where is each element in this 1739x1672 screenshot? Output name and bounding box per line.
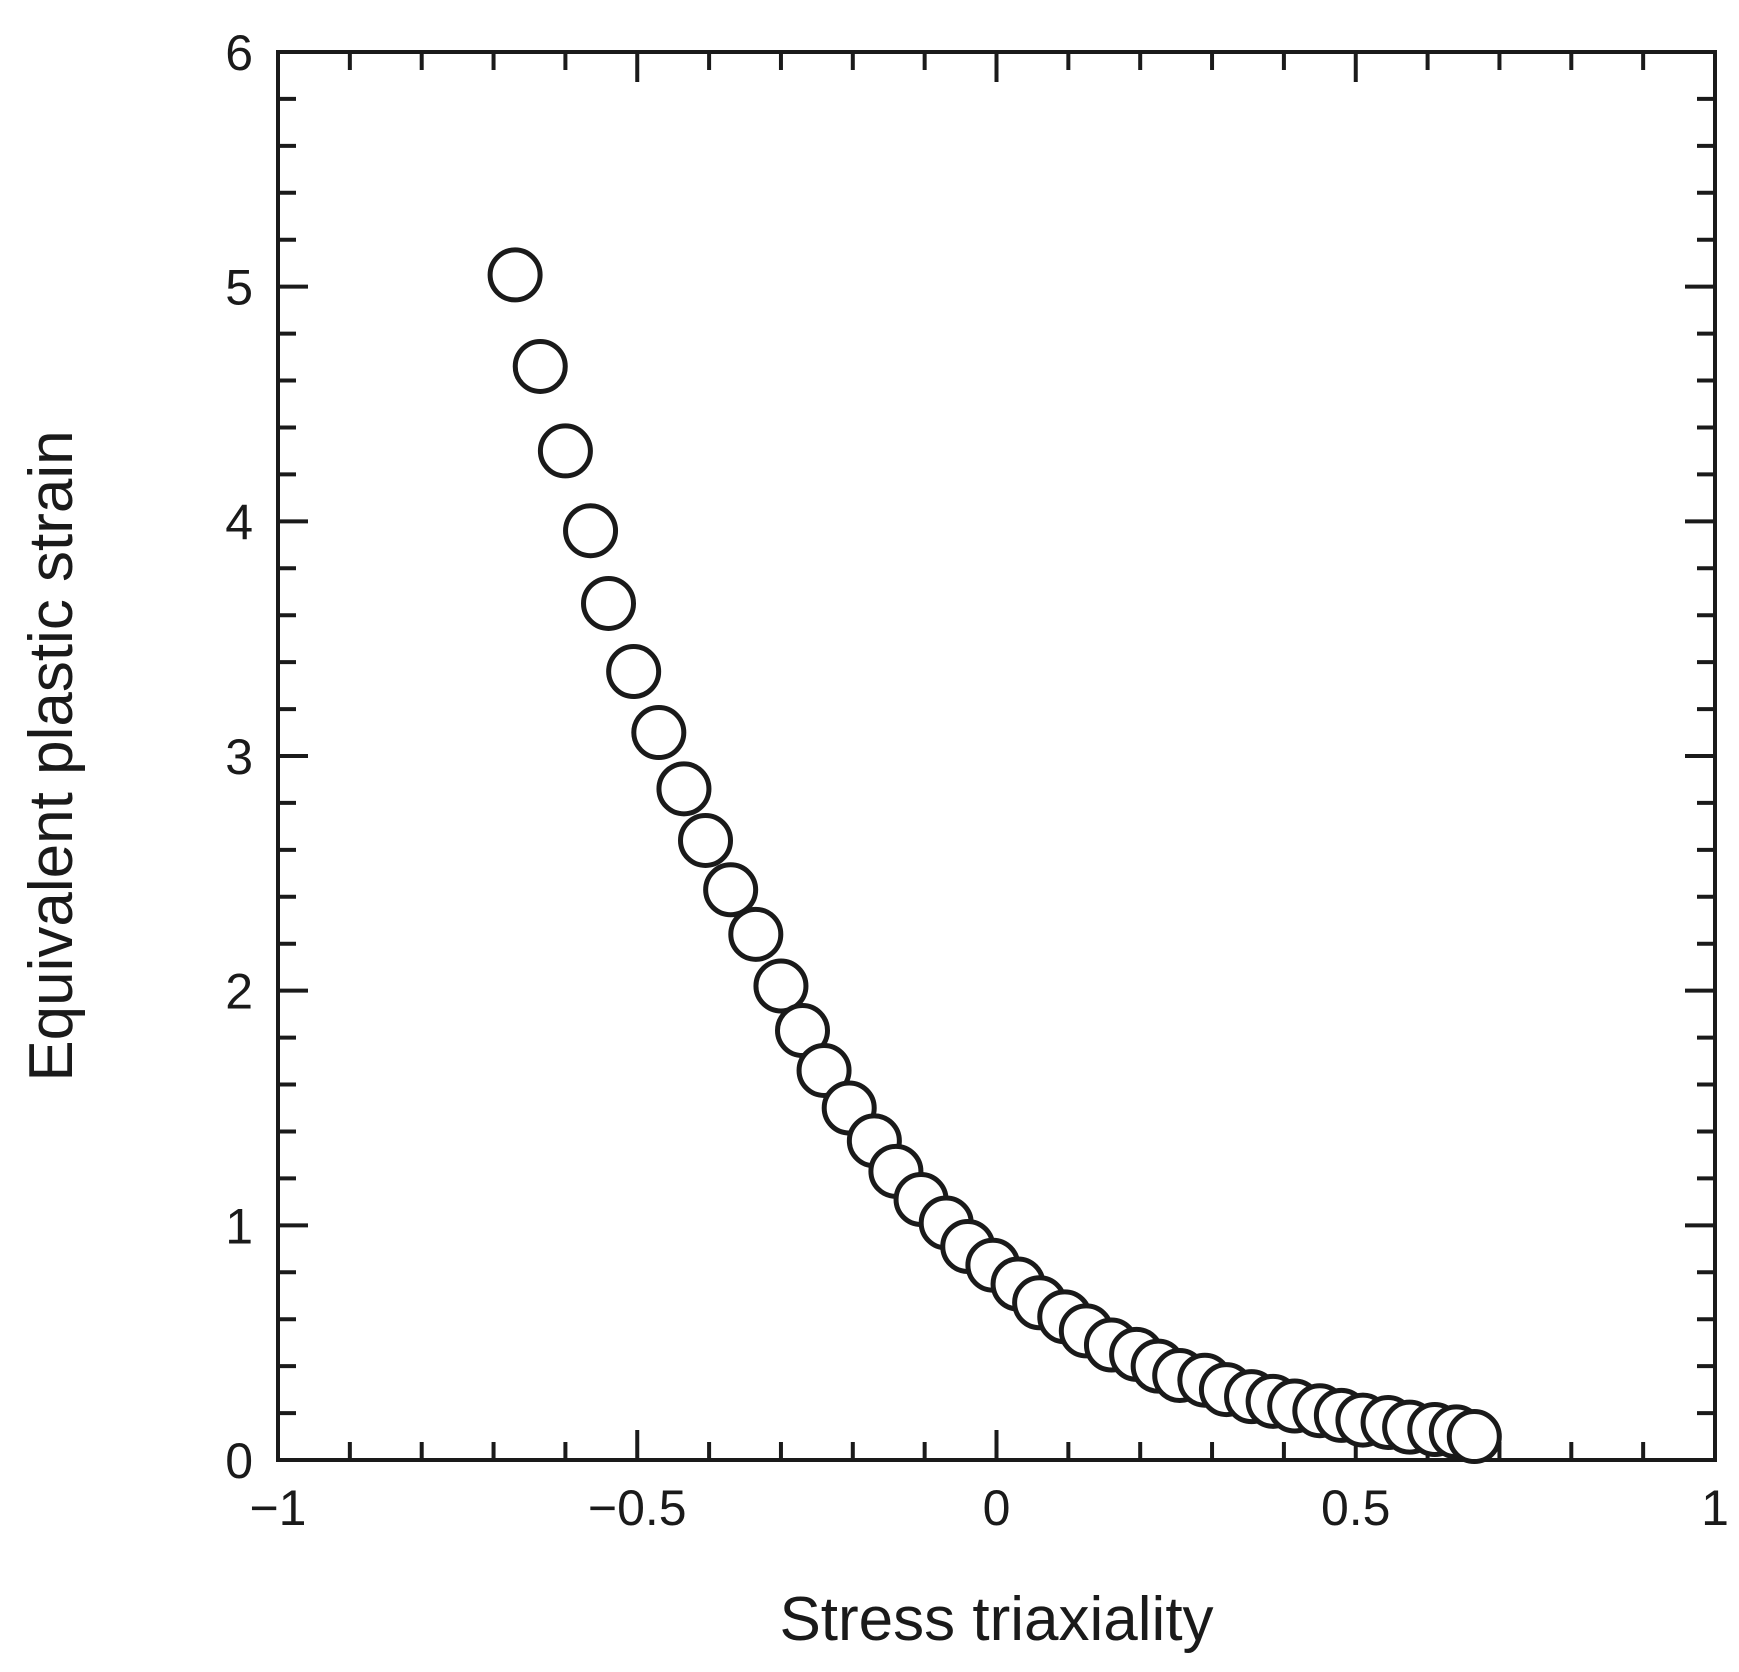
y-tick-label: 3 [225, 729, 253, 785]
x-tick-label: 1 [1701, 1480, 1729, 1536]
y-tick-label: 1 [225, 1198, 253, 1254]
data-point [563, 503, 619, 559]
data-point [487, 247, 543, 303]
data-point [656, 761, 712, 817]
data-point [512, 338, 568, 394]
x-tick-label: −0.5 [588, 1480, 687, 1536]
x-tick-label: −1 [249, 1480, 306, 1536]
data-points [487, 247, 1502, 1465]
y-axis-title: Equivalent plastic strain [17, 430, 86, 1081]
data-point [703, 862, 759, 918]
data-point [581, 575, 637, 631]
y-tick-label: 2 [225, 964, 253, 1020]
data-point [753, 958, 809, 1014]
y-tick-label: 6 [225, 25, 253, 81]
data-point [606, 644, 662, 700]
y-tick-label: 0 [225, 1433, 253, 1489]
x-tick-label: 0 [983, 1480, 1011, 1536]
x-axis-title: Stress triaxiality [779, 1585, 1213, 1654]
data-point [631, 705, 687, 761]
y-tick-label: 5 [225, 260, 253, 316]
data-point [796, 1042, 852, 1098]
data-point [728, 906, 784, 962]
x-tick-label: 0.5 [1321, 1480, 1391, 1536]
tick-labels: −1 −0.5 0 0.5 1 0 1 2 3 4 5 6 [225, 25, 1729, 1536]
plot-frame [276, 50, 1717, 1462]
y-tick-label: 4 [225, 494, 253, 550]
data-point [1446, 1409, 1502, 1465]
data-point [678, 812, 734, 868]
data-point [537, 423, 593, 479]
